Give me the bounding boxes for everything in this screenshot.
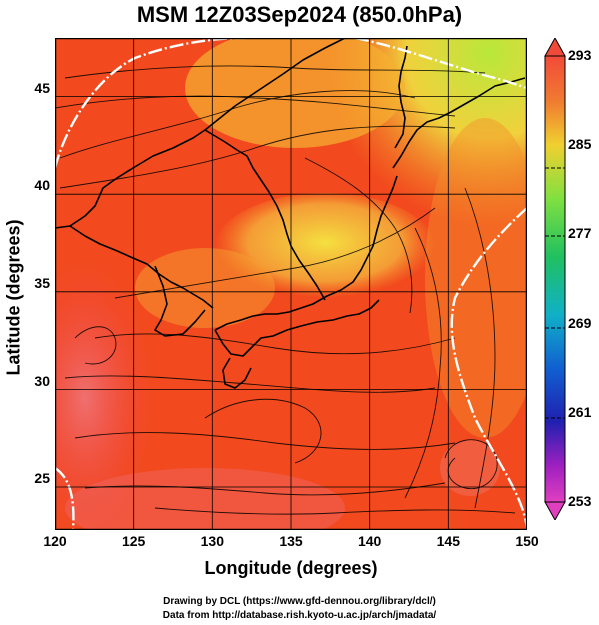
x-tick-label: 135 (279, 533, 303, 549)
x-tick-label: 150 (515, 533, 539, 549)
y-tick-label: 30 (34, 372, 50, 389)
colorbar-tick-label: 293 (568, 47, 592, 63)
y-axis-label: Latitude (degrees) (3, 219, 24, 376)
colorbar-tick-label: 269 (568, 314, 592, 331)
chart-title: MSM 12Z03Sep2024 (850.0hPa) (136, 2, 463, 27)
credit-drawing: Drawing by DCL (https://www.gfd-dennou.o… (163, 596, 436, 607)
x-tick-label: 120 (43, 533, 67, 549)
map-plot-area (55, 38, 527, 530)
plot-frame (55, 38, 527, 530)
y-tick-label: 35 (34, 275, 50, 291)
x-tick-label: 145 (436, 533, 460, 549)
x-tick-label: 140 (357, 533, 382, 549)
colorbar-tick-label: 261 (568, 403, 592, 420)
wind-streamlines (55, 65, 516, 515)
credit-data: Data from http://database.rish.kyoto-u.a… (162, 610, 437, 621)
y-tick-label: 45 (34, 79, 50, 96)
x-tick-label: 125 (121, 533, 146, 549)
colorbar-tick-label: 285 (568, 136, 592, 153)
contour-lines (55, 38, 527, 530)
colorbar-tick-label: 277 (568, 225, 592, 242)
colorbar-tick-label: 253 (568, 493, 592, 509)
colorbar (544, 38, 566, 520)
lat-lon-grid (55, 38, 527, 530)
y-tick-label: 40 (34, 177, 50, 194)
land-coastlines (55, 38, 526, 389)
y-tick-label: 25 (34, 470, 50, 487)
x-axis-label: Longitude (degrees) (204, 558, 378, 578)
x-tick-label: 130 (200, 533, 224, 549)
